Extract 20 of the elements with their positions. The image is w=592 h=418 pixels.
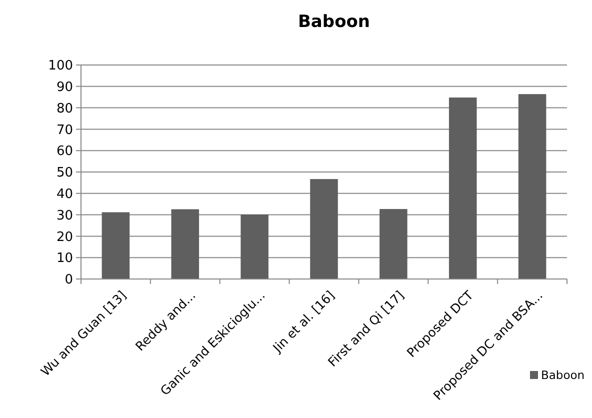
bar <box>171 209 200 279</box>
y-tick-label: 90 <box>56 80 73 95</box>
chart-title: Baboon <box>298 12 370 32</box>
y-tick-label: 70 <box>56 122 73 138</box>
y-tick-label: 10 <box>56 251 73 266</box>
bar <box>518 94 546 279</box>
legend-label: Baboon <box>541 368 585 382</box>
y-tick-label: 50 <box>56 166 73 181</box>
y-tick-label: 80 <box>56 101 73 116</box>
bar <box>310 179 338 279</box>
bar <box>102 212 130 279</box>
y-tick-label: 100 <box>48 58 73 74</box>
bar <box>380 209 408 279</box>
y-tick-label: 0 <box>64 272 73 288</box>
y-tick-label: 40 <box>56 186 73 202</box>
y-tick-label: 30 <box>56 208 73 224</box>
bar <box>240 214 268 279</box>
bar <box>448 98 477 279</box>
y-tick-label: 60 <box>56 144 73 160</box>
y-tick-label: 20 <box>56 230 73 245</box>
